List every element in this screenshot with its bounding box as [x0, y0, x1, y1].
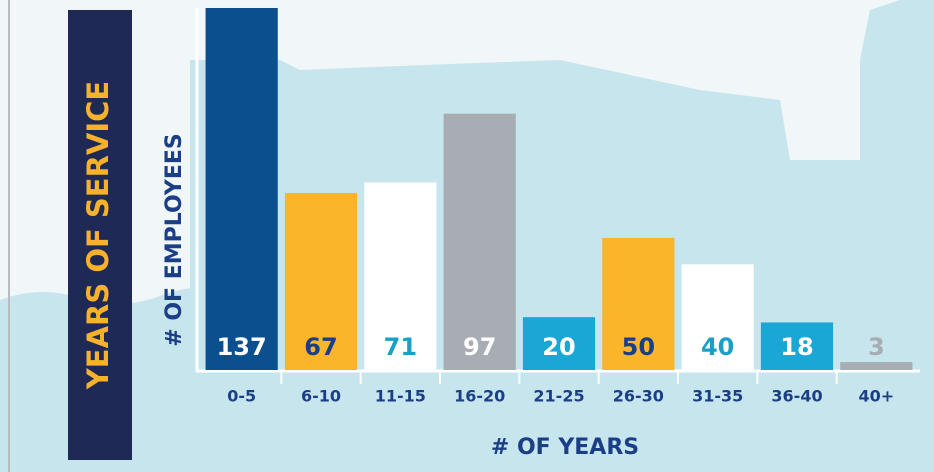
x-tick-label: 11-15	[375, 387, 426, 406]
value-label: 137	[217, 333, 267, 361]
x-tick-label: 21-25	[533, 387, 584, 406]
bar	[840, 362, 912, 370]
x-tick-label: 6-10	[301, 387, 341, 406]
value-label: 97	[463, 333, 496, 361]
value-label: 50	[622, 333, 655, 361]
bar	[206, 8, 278, 370]
value-label: 18	[780, 333, 813, 361]
chart: YEARS OF SERVICE # OF EMPLOYEES # OF YEA…	[0, 0, 934, 472]
x-tick-label: 16-20	[454, 387, 505, 406]
value-label: 3	[868, 333, 885, 361]
value-label: 20	[542, 333, 575, 361]
x-tick-label: 26-30	[613, 387, 664, 406]
x-tick-label: 0-5	[227, 387, 256, 406]
x-axis-label: # OF YEARS	[491, 435, 639, 460]
x-tick-label: 31-35	[692, 387, 743, 406]
value-label: 40	[701, 333, 734, 361]
x-tick-label: 36-40	[771, 387, 822, 406]
bar	[444, 114, 516, 370]
value-label: 67	[304, 333, 337, 361]
value-label: 71	[384, 333, 417, 361]
chart-title: YEARS OF SERVICE	[81, 81, 115, 390]
y-axis-label: # OF EMPLOYEES	[162, 133, 187, 347]
x-tick-label: 40+	[858, 387, 894, 406]
